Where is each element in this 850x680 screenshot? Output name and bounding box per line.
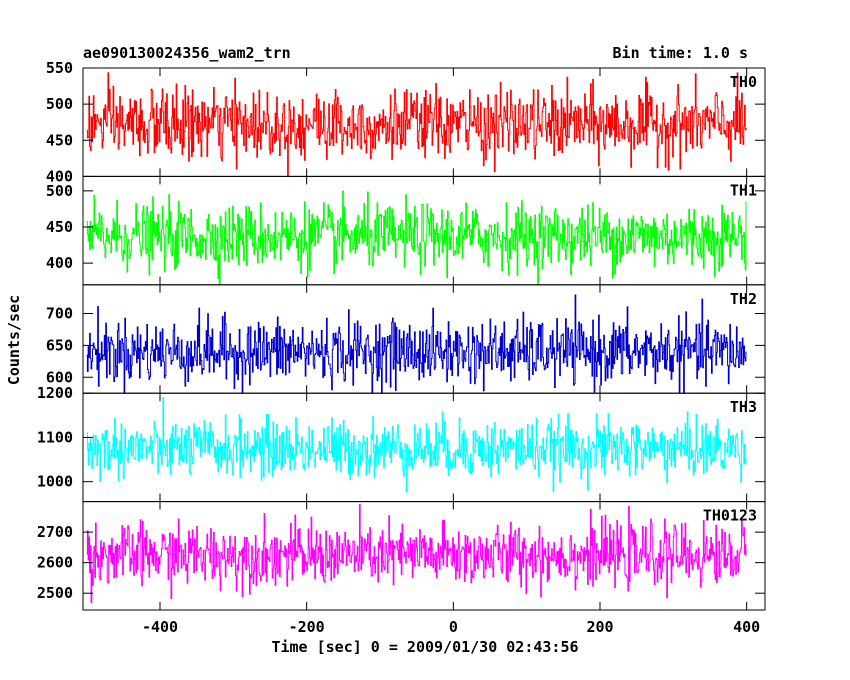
y-tick-label: 2500 [37,584,73,602]
y-tick-label: 600 [46,368,73,386]
y-tick-label: 500 [46,95,73,113]
panel-label-th2: TH2 [730,290,757,308]
y-tick-label: 1100 [37,428,73,446]
x-axis-label: Time [sec] 0 = 2009/01/30 02:43:56 [271,638,579,656]
y-tick-label: 1200 [37,384,73,402]
x-tick-label: 0 [449,618,458,636]
bin-time-label: Bin time: 1.0 s [612,44,748,62]
y-tick-label: 400 [46,254,73,272]
x-tick-label: 200 [586,618,613,636]
x-tick-label: 400 [733,618,760,636]
panel-label-th1: TH1 [730,181,757,199]
panel-label-th0: TH0 [730,73,757,91]
panel-label-th3: TH3 [730,398,757,416]
x-tick-label: -400 [142,618,178,636]
y-tick-label: 450 [46,131,73,149]
series-line-th3 [86,397,747,493]
series-line-th2 [86,294,747,394]
x-tick-label: -200 [289,618,325,636]
series-line-th0 [86,72,747,177]
y-tick-label: 2600 [37,554,73,572]
panel-frame-th0123 [82,501,766,611]
series-line-th0123 [86,504,747,604]
chart-title: ae090130024356_wam2_trn [83,44,291,62]
y-tick-label: 500 [46,182,73,200]
y-tick-label: 450 [46,218,73,236]
y-tick-label: 1000 [37,473,73,491]
y-tick-label: 650 [46,336,73,354]
y-tick-label: 700 [46,304,73,322]
y-tick-label: 550 [46,59,73,77]
series-line-th1 [86,190,747,286]
panel-label-th0123: TH0123 [703,507,757,525]
y-tick-label: 2700 [37,523,73,541]
y-tick-label: 400 [46,167,73,185]
y-axis-label: Counts/sec [5,294,23,386]
